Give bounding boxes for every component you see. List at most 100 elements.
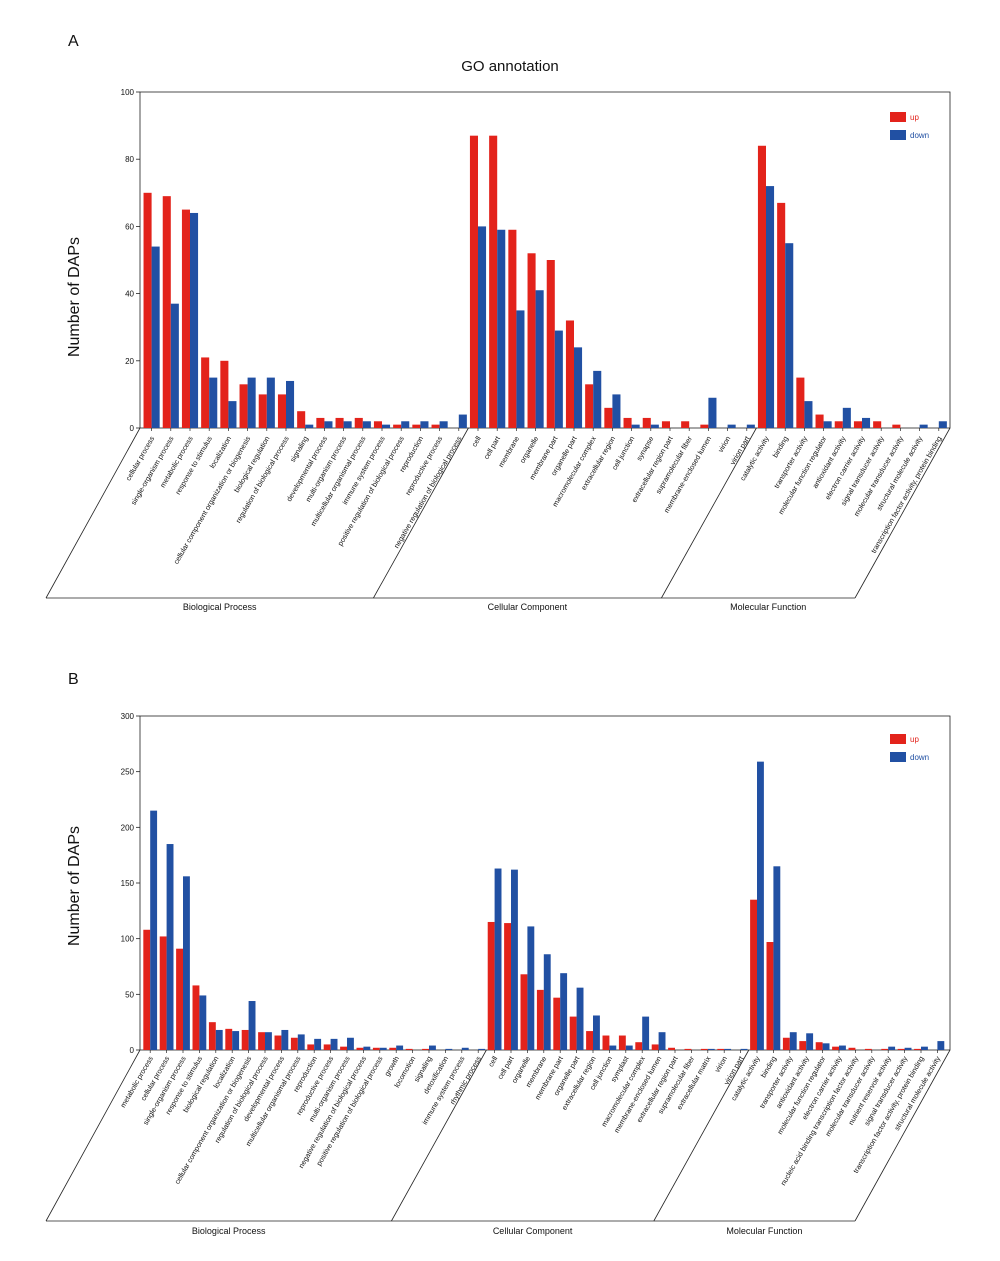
a-legend-swatch-up bbox=[890, 112, 906, 122]
b-bar-up-binding bbox=[766, 942, 774, 1050]
a-bar-down-cell-part bbox=[497, 229, 506, 428]
b-bar-down-molecular-function-regulator bbox=[822, 1043, 830, 1050]
a-bar-down-binding bbox=[785, 243, 794, 428]
b-bar-down-response-to-stimulus bbox=[199, 995, 207, 1050]
b-y-tick-label: 150 bbox=[121, 879, 135, 888]
b-bar-up-transporter-activity bbox=[782, 1037, 790, 1050]
b-bar-down-positive-regulation-of-biological-process bbox=[379, 1047, 387, 1050]
a-group-divider bbox=[854, 427, 951, 599]
b-bar-up-signal-transducer-activity bbox=[897, 1048, 905, 1050]
a-bar-down-regulation-of-biological-process bbox=[286, 380, 295, 428]
b-bar-up-locomotion bbox=[405, 1048, 413, 1050]
b-bar-down-organelle-part bbox=[576, 987, 584, 1050]
b-y-tick-label: 50 bbox=[125, 990, 134, 999]
a-group-label-molecular-function: Molecular Function bbox=[730, 602, 806, 612]
a-x-tick-label: virion bbox=[716, 435, 732, 454]
a-bar-down-reproduction bbox=[420, 421, 429, 428]
a-bar-down-metabolic-process bbox=[190, 212, 199, 428]
a-group-label-biological-process: Biological Process bbox=[183, 602, 257, 612]
b-bar-down-multi-organism-process bbox=[347, 1037, 354, 1050]
a-legend-label-down: down bbox=[910, 131, 929, 140]
b-bar-up-membrane-enclosed-lumen bbox=[651, 1044, 659, 1050]
b-group-divider bbox=[653, 1049, 750, 1222]
a-bar-down-organelle bbox=[535, 290, 544, 428]
b-bar-down-transcription-factor-activity-protein-binding bbox=[921, 1046, 928, 1050]
a-group-divider bbox=[661, 427, 757, 599]
a-bar-up-synapse bbox=[642, 417, 651, 428]
b-bar-down-membrane-enclosed-lumen bbox=[658, 1032, 666, 1050]
b-bar-up-signaling bbox=[422, 1048, 429, 1050]
b-bar-down-virion bbox=[724, 1048, 732, 1050]
b-bar-up-organelle-part bbox=[569, 1016, 577, 1050]
b-y-tick-label: 250 bbox=[121, 768, 135, 777]
b-bar-down-detoxification bbox=[445, 1048, 453, 1050]
b-bar-up-supramolecular-fiber bbox=[684, 1048, 692, 1050]
a-bar-down-molecular-function-regulator bbox=[823, 421, 832, 428]
a-bar-up-cellular-process bbox=[143, 192, 152, 428]
panel-b-chart: Number of DAPs050100150200250300metaboli… bbox=[45, 712, 951, 1236]
a-x-tick-label: binding bbox=[771, 435, 790, 460]
b-legend-label-down: down bbox=[910, 753, 929, 762]
a-bar-down-membrane bbox=[516, 310, 525, 428]
a-bar-up-extracellular-region bbox=[604, 407, 613, 428]
a-bar-down-signaling bbox=[305, 424, 314, 428]
b-bar-down-macromolecular-complex bbox=[642, 1016, 650, 1050]
a-bar-up-biological-regulation bbox=[258, 394, 267, 428]
a-bar-down-electron-carrier-activity bbox=[862, 417, 871, 428]
b-bar-down-cellular-component-organization-or-biogenesis bbox=[248, 1001, 256, 1050]
a-bar-down-organelle-part bbox=[574, 347, 583, 428]
a-y-tick-label: 0 bbox=[130, 424, 135, 433]
b-bar-up-multi-organism-process bbox=[340, 1046, 347, 1050]
b-bar-down-extracellular-matrix bbox=[707, 1048, 715, 1050]
b-bar-up-metabolic-process bbox=[143, 929, 151, 1050]
a-bar-up-antioxidant-activity bbox=[834, 421, 843, 428]
a-group-divider bbox=[45, 427, 141, 599]
a-bar-up-multi-organism-process bbox=[335, 417, 344, 428]
b-bar-down-developmental-process bbox=[281, 1029, 289, 1050]
a-bar-up-membrane-enclosed-lumen bbox=[700, 424, 709, 428]
a-bar-up-supramolecular-fiber bbox=[681, 421, 690, 428]
a-bar-down-transcription-factor-activity-protein-binding bbox=[938, 421, 947, 428]
a-bar-up-extracellular-region-part bbox=[661, 421, 670, 428]
b-bar-down-rhythmic-process bbox=[478, 1048, 486, 1050]
a-bar-up-membrane-part bbox=[546, 260, 555, 428]
b-bar-up-reproduction bbox=[307, 1044, 315, 1050]
b-bar-up-molecular-function-regulator bbox=[815, 1042, 823, 1050]
a-bar-down-localization bbox=[228, 401, 237, 428]
b-bar-down-membrane-part bbox=[560, 973, 568, 1050]
b-y-tick-label: 200 bbox=[121, 823, 135, 832]
chart-title: GO annotation bbox=[461, 58, 559, 75]
b-x-tick-label: cell bbox=[486, 1054, 499, 1068]
b-bar-up-catalytic-activity bbox=[750, 899, 757, 1050]
a-bar-down-macromolecular-complex bbox=[593, 370, 602, 428]
b-bar-up-positive-regulation-of-biological-process bbox=[372, 1047, 380, 1050]
b-bar-up-growth bbox=[389, 1047, 397, 1050]
a-y-tick-label: 20 bbox=[125, 357, 134, 366]
a-bar-down-synapse bbox=[650, 424, 659, 428]
a-legend-label-up: up bbox=[910, 113, 919, 122]
b-group-label-biological-process: Biological Process bbox=[192, 1226, 266, 1236]
b-bar-up-single-organism-process bbox=[176, 948, 183, 1050]
a-bar-up-reproduction bbox=[412, 424, 421, 428]
a-group-divider bbox=[373, 427, 469, 599]
a-y-tick-label: 80 bbox=[125, 155, 134, 164]
b-bar-down-catalytic-activity bbox=[757, 761, 764, 1050]
b-bar-down-reproduction bbox=[314, 1038, 322, 1050]
a-y-axis-label: Number of DAPs bbox=[66, 237, 83, 357]
b-bar-down-metabolic-process bbox=[150, 810, 158, 1050]
b-bar-up-membrane-part bbox=[553, 997, 561, 1050]
a-bar-down-negative-regulation-of-biological-process bbox=[458, 414, 467, 428]
a-bar-down-immune-system-process bbox=[382, 424, 391, 428]
b-bar-down-electron-carrier-activity bbox=[839, 1045, 846, 1050]
b-bar-down-membrane bbox=[543, 954, 551, 1050]
b-bar-up-organelle bbox=[520, 974, 528, 1050]
a-bar-down-transporter-activity bbox=[804, 401, 813, 428]
b-bar-down-cell-junction bbox=[609, 1045, 617, 1050]
a-bar-down-catalytic-activity bbox=[766, 186, 775, 428]
a-bar-down-cellular-process bbox=[151, 246, 160, 428]
a-bar-up-regulation-of-biological-process bbox=[277, 394, 286, 428]
b-bar-up-biological-regulation bbox=[208, 1022, 216, 1050]
a-bar-down-response-to-stimulus bbox=[209, 377, 218, 428]
a-bar-down-cell-junction bbox=[631, 424, 640, 428]
